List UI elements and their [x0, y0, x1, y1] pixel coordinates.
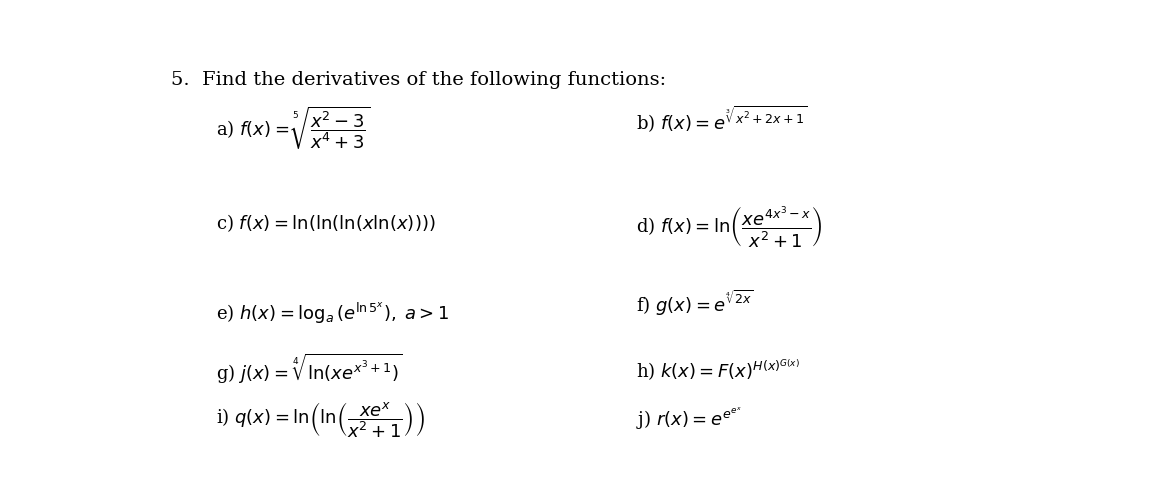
Text: d) $f(x) = \ln\!\left(\dfrac{xe^{4x^3-x}}{x^2+1}\right)$: d) $f(x) = \ln\!\left(\dfrac{xe^{4x^3-x}… [636, 205, 823, 249]
Text: c) $f(x) = \ln(\ln(\ln(x\ln(x))))$: c) $f(x) = \ln(\ln(\ln(x\ln(x))))$ [216, 212, 435, 234]
Text: h) $k(x) = F(x)^{H(x)^{G(x)}}$: h) $k(x) = F(x)^{H(x)^{G(x)}}$ [636, 357, 800, 382]
Text: 5.  Find the derivatives of the following functions:: 5. Find the derivatives of the following… [171, 71, 666, 89]
Text: a) $f(x) = \sqrt[5]{\dfrac{x^2-3}{x^4+3}}$: a) $f(x) = \sqrt[5]{\dfrac{x^2-3}{x^4+3}… [216, 104, 370, 151]
Text: b) $f(x) = e^{\sqrt[3]{x^2+2x+1}}$: b) $f(x) = e^{\sqrt[3]{x^2+2x+1}}$ [636, 105, 807, 135]
Text: j) $r(x) = e^{e^{e^x}}$: j) $r(x) = e^{e^{e^x}}$ [636, 405, 742, 432]
Text: g) $j(x) = \sqrt[4]{\ln(xe^{x^3+1})}$: g) $j(x) = \sqrt[4]{\ln(xe^{x^3+1})}$ [216, 352, 403, 386]
Text: i) $q(x) = \ln\!\left(\ln\!\left(\dfrac{xe^x}{x^2+1}\right)\right)$: i) $q(x) = \ln\!\left(\ln\!\left(\dfrac{… [216, 400, 425, 440]
Text: e) $h(x) = \log_a(e^{\ln 5^x}),\; a > 1$: e) $h(x) = \log_a(e^{\ln 5^x}),\; a > 1$ [216, 300, 449, 326]
Text: f) $g(x) = e^{\sqrt[4]{2x}}$: f) $g(x) = e^{\sqrt[4]{2x}}$ [636, 289, 754, 318]
